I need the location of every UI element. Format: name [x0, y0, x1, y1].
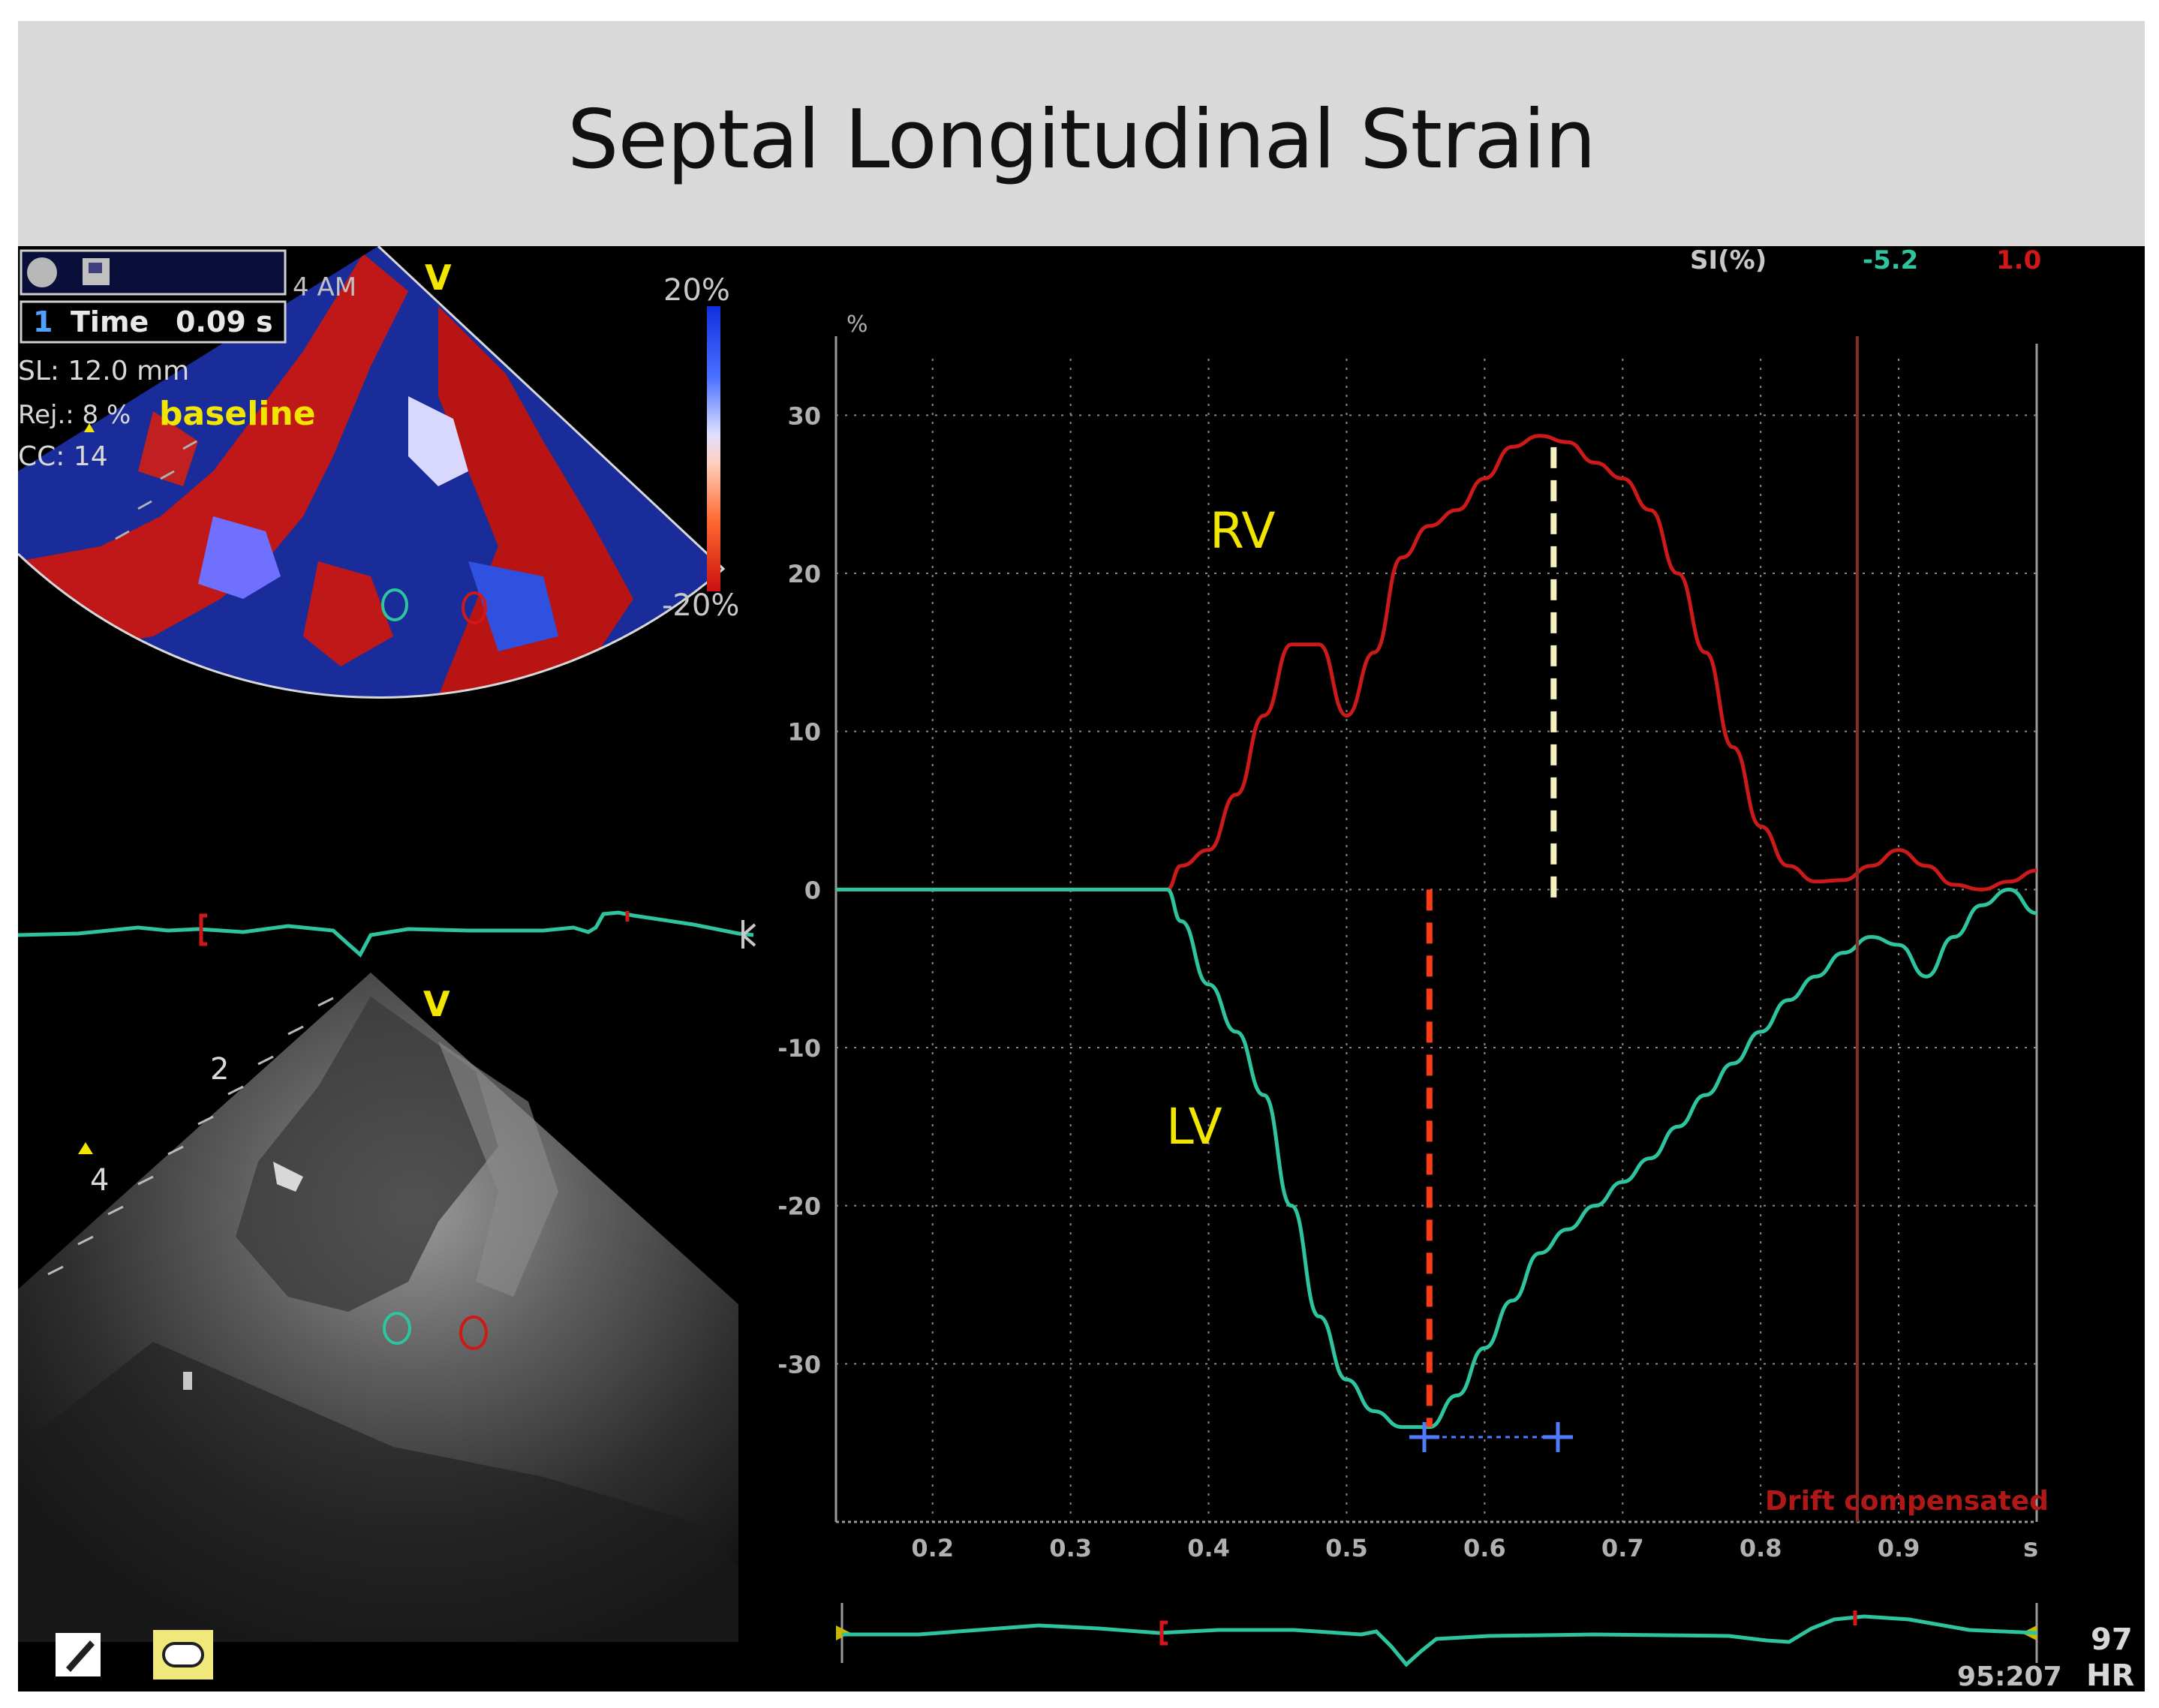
time-prefix: 1 [33, 305, 53, 338]
heart-rate-label: HR [2086, 1658, 2134, 1691]
b-mode-sector [18, 973, 738, 1642]
v-marker-bottom: V [423, 984, 450, 1024]
ecg-trace-top [18, 910, 756, 958]
rejection-label: Rej.: 8 % [18, 400, 131, 430]
si-lv-value: -5.2 [1863, 246, 1918, 275]
depth-marker-4: 4 [90, 1163, 109, 1198]
color-scale-bar [707, 306, 720, 591]
y-tick-label: 0 [804, 876, 821, 904]
x-tick-label: 0.7 [1601, 1534, 1644, 1562]
color-scale-bottom-label: -20% [662, 588, 739, 623]
y-tick-label: -20 [777, 1192, 821, 1221]
rv-series-label: RV [1210, 502, 1275, 560]
roi-tool-icon[interactable] [153, 1630, 213, 1679]
drift-compensated-label: Drift compensated [1765, 1486, 2049, 1517]
tissue-doppler-sector [18, 246, 726, 699]
y-tick-label: -30 [777, 1350, 821, 1379]
baseline-label: baseline [159, 395, 316, 433]
measurement-cursor[interactable] [1409, 1422, 1573, 1452]
y-tick-label: 10 [787, 718, 821, 747]
x-tick-label: 0.5 [1325, 1534, 1368, 1562]
si-label: SI(%) [1690, 246, 1767, 275]
roi-lv-marker-bottom[interactable] [383, 1312, 411, 1345]
si-rv-value: 1.0 [1996, 246, 2041, 275]
pen-tool-icon[interactable] [56, 1633, 101, 1676]
v-marker-top: V [425, 257, 452, 298]
depth-marker-2: 2 [210, 1052, 229, 1087]
roi-lv-marker-top[interactable] [381, 588, 408, 621]
x-tick-label: 0.2 [911, 1534, 954, 1562]
cc-marker-icon [84, 423, 95, 432]
ecg-trace-bottom [836, 1603, 2038, 1667]
y-tick-label: -10 [777, 1034, 821, 1063]
x-unit-label: s [2023, 1533, 2038, 1563]
cc-label: CC: 14 [18, 441, 108, 472]
title-bar: Septal Longitudinal Strain [18, 21, 2145, 246]
x-tick-label: 0.6 [1463, 1534, 1506, 1562]
settings-icon[interactable] [83, 258, 110, 285]
lv-series-label: LV [1166, 1098, 1222, 1156]
frame-counter: 95:207 [1957, 1661, 2062, 1691]
color-scale-top-label: 20% [663, 273, 730, 308]
sample-length-label: SL: 12.0 mm [18, 356, 189, 386]
roi-rv-marker-top[interactable] [462, 591, 487, 624]
x-tick-label: 0.8 [1740, 1534, 1782, 1562]
view-code-label: 4 AM [293, 272, 356, 302]
depth-marker-arrow-icon [78, 1142, 93, 1154]
time-value: 0.09 s [176, 305, 273, 338]
echo-screen: 20% -20% 1 Time 0.09 s 4 AM V SL: 12.0 m… [18, 246, 2145, 1691]
x-tick-label: 0.9 [1878, 1534, 1920, 1562]
tool-panel: 1 Time 0.09 s [20, 249, 287, 344]
y-tick-label: 20 [787, 560, 821, 588]
page-title: Septal Longitudinal Strain [567, 93, 1596, 187]
y-unit-label: % [846, 311, 868, 338]
time-label: Time [71, 305, 149, 338]
x-tick-label: 0.3 [1049, 1534, 1092, 1562]
heart-rate-value: 97 [2091, 1622, 2133, 1657]
strain-graph: 30 20 10 0 -10 -20 -30 0.2 0.3 0.4 0.5 0.6 0.7 0.8 0.… [777, 336, 2038, 1562]
record-icon[interactable] [27, 257, 57, 287]
roi-rv-marker-bottom[interactable] [459, 1316, 488, 1350]
series-line-lv [836, 887, 2037, 1430]
y-tick-label: 30 [787, 401, 821, 430]
x-tick-label: 0.4 [1187, 1534, 1230, 1562]
